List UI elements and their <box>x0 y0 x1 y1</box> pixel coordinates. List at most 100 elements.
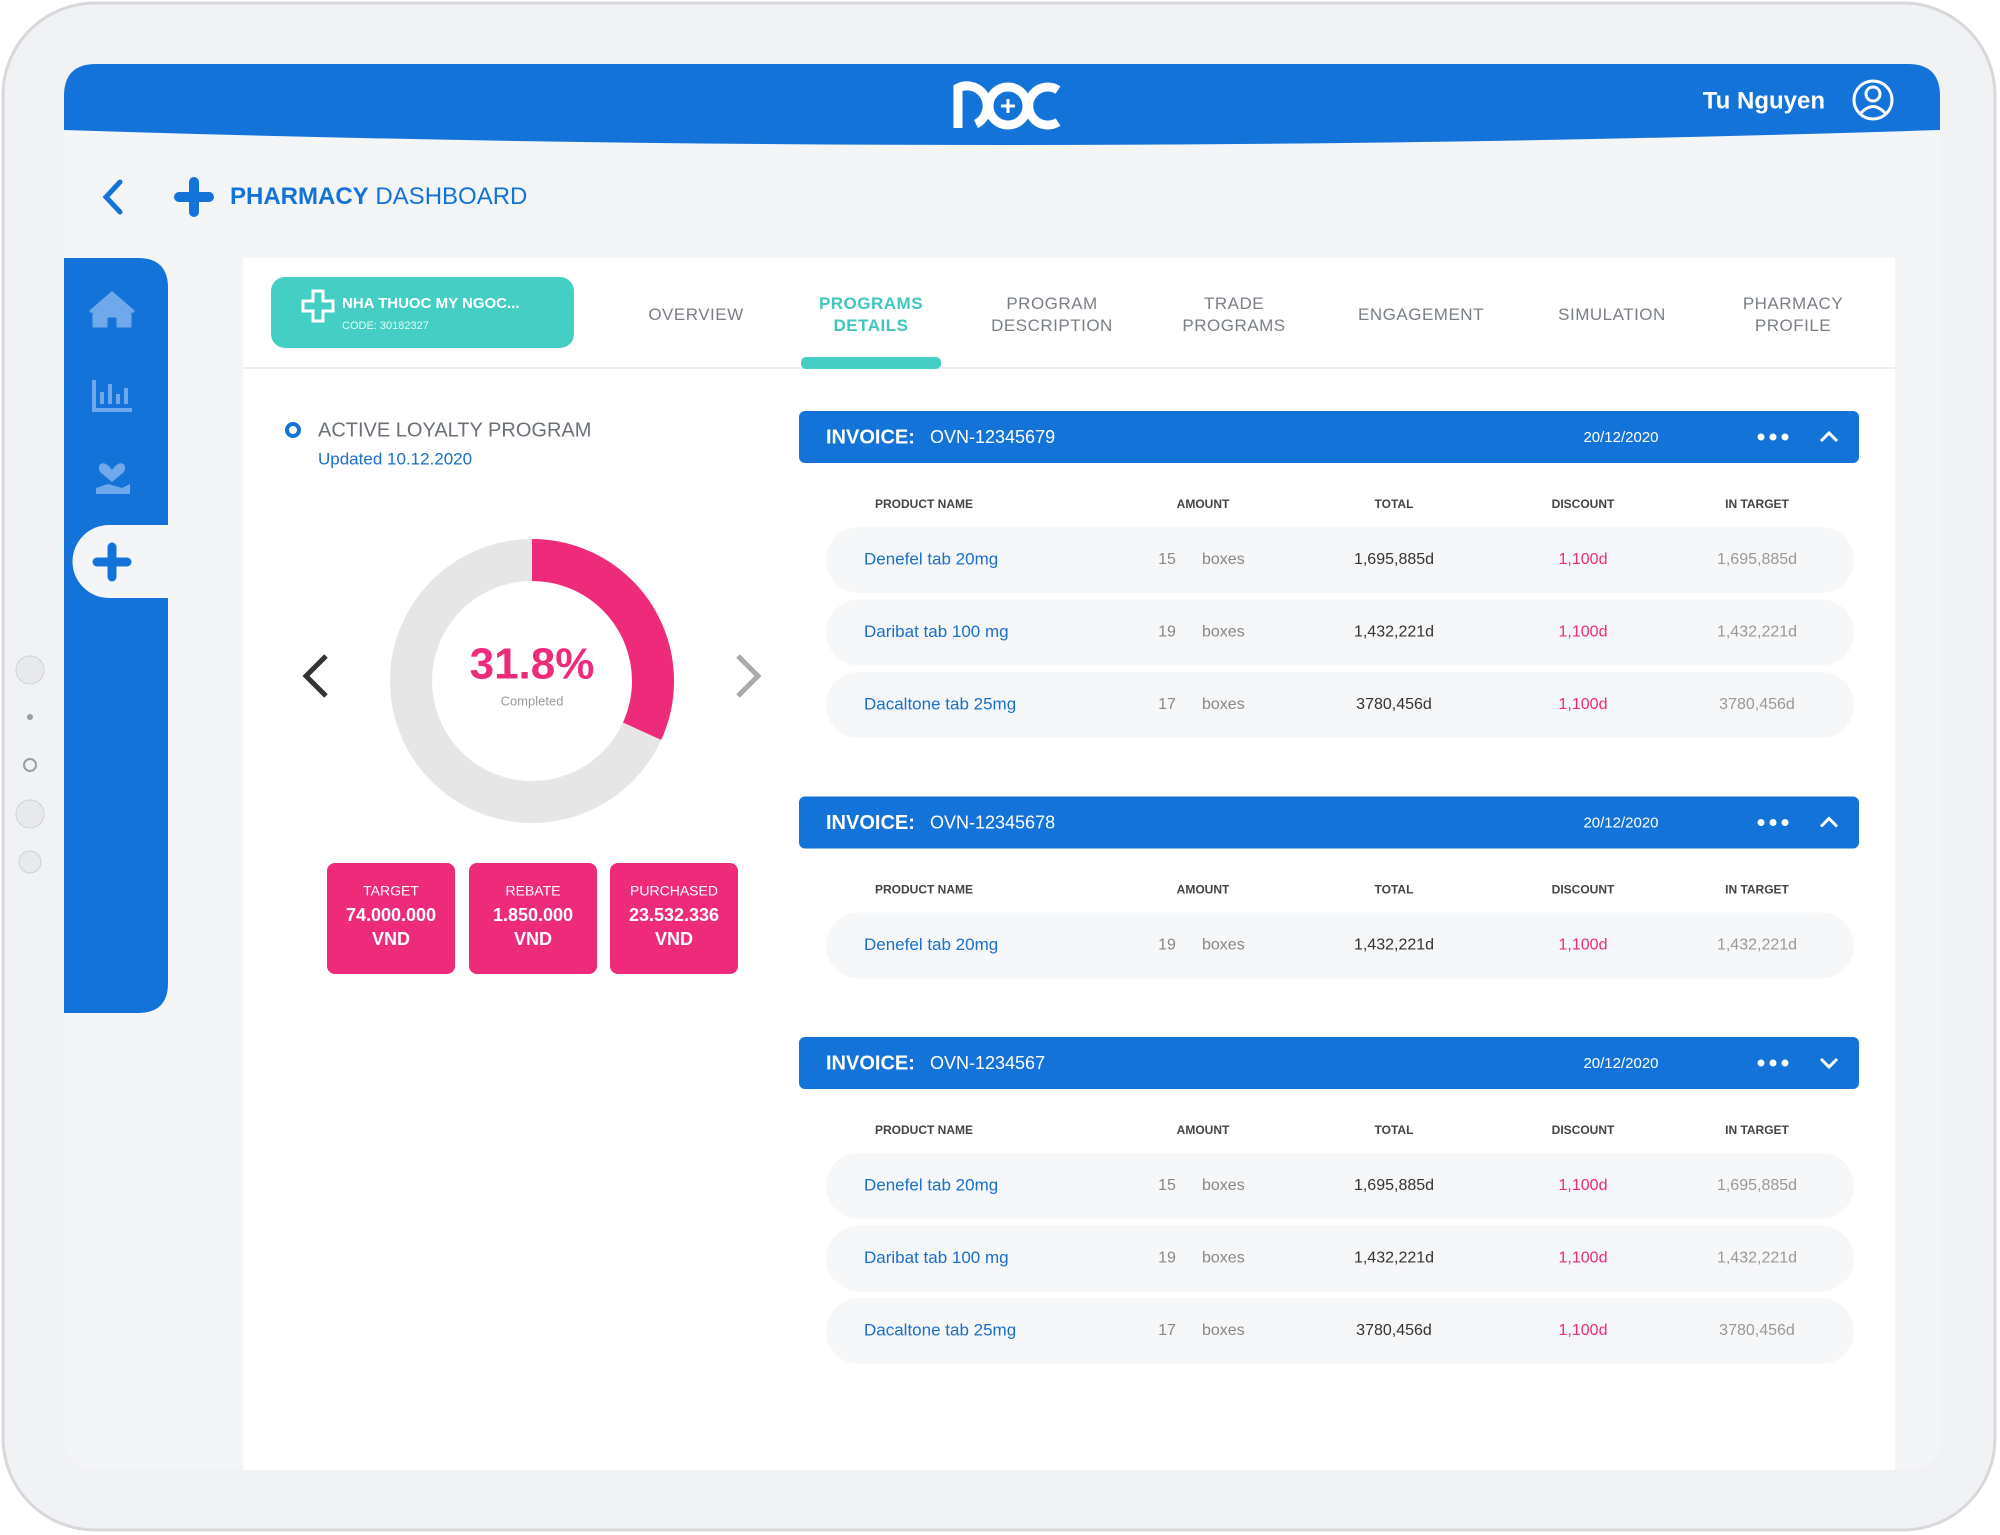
tab[interactable]: OVERVIEW <box>648 305 744 324</box>
prev-program[interactable] <box>302 654 328 698</box>
side-button <box>23 758 37 772</box>
product-name[interactable]: Daribat tab 100 mg <box>864 1248 1009 1267</box>
invoice-row <box>826 1298 1854 1364</box>
invoice-menu-dot[interactable] <box>1757 819 1765 826</box>
column-header: DISCOUNT <box>1552 497 1615 511</box>
product-name[interactable]: Denefel tab 20mg <box>864 549 998 568</box>
discount: 1,100d <box>1559 1177 1608 1194</box>
invoice-header <box>799 1037 1859 1089</box>
invoice-menu-dot[interactable] <box>1769 1059 1777 1067</box>
invoice-menu-dot[interactable] <box>1781 819 1789 826</box>
discount: 1,100d <box>1559 1322 1608 1339</box>
amount: 17 <box>1158 696 1176 713</box>
amount: 19 <box>1158 937 1176 954</box>
tab[interactable]: ENGAGEMENT <box>1358 305 1484 324</box>
invoice-toggle[interactable] <box>1819 430 1839 443</box>
product-name[interactable]: Dacaltone tab 25mg <box>864 1320 1016 1339</box>
invoice-menu-dot[interactable] <box>1757 1059 1765 1067</box>
invoice-row <box>826 672 1854 738</box>
stat-label: TARGET <box>363 883 419 899</box>
discount: 1,100d <box>1559 624 1608 641</box>
invoice-row <box>826 527 1854 593</box>
column-header: AMOUNT <box>1177 1123 1230 1137</box>
stat-unit: VND <box>372 929 410 949</box>
stat-unit: VND <box>655 929 693 949</box>
in-target: 3780,456d <box>1719 696 1795 713</box>
amount: 19 <box>1158 624 1176 641</box>
in-target: 1,432,221d <box>1717 624 1797 641</box>
program-title: ACTIVE LOYALTY PROGRAM <box>318 419 591 441</box>
unit: boxes <box>1202 1322 1245 1339</box>
tab[interactable]: TRADE PROGRAMS <box>1182 294 1286 335</box>
invoice-menu-dot[interactable] <box>1769 819 1777 826</box>
invoice-menu-dot[interactable] <box>1781 1059 1789 1067</box>
total: 3780,456d <box>1356 696 1432 713</box>
invoice-row <box>826 1225 1854 1292</box>
tab[interactable]: PHARMACY PROFILE <box>1742 294 1844 335</box>
invoice-number: OVN-12345679 <box>930 427 1055 447</box>
in-target: 1,695,885d <box>1717 1177 1797 1194</box>
discount: 1,100d <box>1559 696 1608 713</box>
invoice-date: 20/12/2020 <box>1583 814 1658 831</box>
invoice-header <box>799 796 1859 849</box>
tab[interactable]: SIMULATION <box>1558 305 1666 324</box>
column-header: IN TARGET <box>1725 883 1789 897</box>
discount: 1,100d <box>1559 1250 1608 1267</box>
total: 1,695,885d <box>1354 551 1434 568</box>
unit: boxes <box>1202 696 1245 713</box>
stat-value: 74.000.000 <box>346 905 436 925</box>
amount: 19 <box>1158 1250 1176 1267</box>
total: 1,695,885d <box>1354 1177 1434 1194</box>
unit: boxes <box>1202 624 1245 641</box>
stat-box <box>469 863 597 974</box>
nav-home[interactable] <box>89 291 135 328</box>
column-header: PRODUCT NAME <box>875 883 973 897</box>
total: 1,432,221d <box>1354 1250 1434 1267</box>
invoice-toggle[interactable] <box>1819 1057 1839 1070</box>
pharmacy-card[interactable] <box>271 277 574 348</box>
column-header: PRODUCT NAME <box>875 1123 973 1137</box>
sidebar <box>64 258 168 1013</box>
user-icon[interactable] <box>1852 79 1894 121</box>
back-button[interactable] <box>102 179 123 215</box>
invoice-row <box>826 1153 1854 1219</box>
program-updated: Updated 10.12.2020 <box>318 449 472 468</box>
product-name[interactable]: Dacaltone tab 25mg <box>864 694 1016 713</box>
in-target: 1,695,885d <box>1717 551 1797 568</box>
column-header: AMOUNT <box>1177 497 1230 511</box>
invoice-menu-dot[interactable] <box>1757 433 1765 441</box>
invoice-number: OVN-1234567 <box>930 1053 1045 1073</box>
stat-label: REBATE <box>506 883 561 899</box>
product-name[interactable]: Denefel tab 20mg <box>864 1175 998 1194</box>
discount: 1,100d <box>1559 551 1608 568</box>
side-button <box>15 799 45 829</box>
stat-value: 1.850.000 <box>493 905 573 925</box>
nav-pharmacy[interactable] <box>92 542 132 582</box>
stat-box <box>610 863 738 974</box>
amount: 17 <box>1158 1322 1176 1339</box>
tab-indicator <box>801 357 941 369</box>
nav-chart[interactable] <box>92 380 132 412</box>
amount: 15 <box>1158 551 1176 568</box>
invoice-menu-dot[interactable] <box>1769 433 1777 441</box>
invoice-toggle[interactable] <box>1819 816 1839 828</box>
product-name[interactable]: Denefel tab 20mg <box>864 935 998 954</box>
invoice-label: INVOICE: <box>826 426 915 448</box>
total: 3780,456d <box>1356 1322 1432 1339</box>
completion-label: 31.8% <box>470 640 595 689</box>
invoice-header <box>799 411 1859 463</box>
nav-care[interactable] <box>96 463 130 494</box>
invoice-label: INVOICE: <box>826 1052 915 1074</box>
column-header: TOTAL <box>1375 883 1414 897</box>
amount: 15 <box>1158 1177 1176 1194</box>
next-program[interactable] <box>736 654 762 698</box>
stat-label: PURCHASED <box>630 883 718 899</box>
unit: boxes <box>1202 1177 1245 1194</box>
tab[interactable]: PROGRAM DESCRIPTION <box>991 294 1113 335</box>
invoice-menu-dot[interactable] <box>1781 433 1789 441</box>
side-button <box>15 655 45 685</box>
page-title-bold: PHARMACY <box>230 183 369 210</box>
product-name[interactable]: Daribat tab 100 mg <box>864 622 1009 641</box>
tab[interactable]: PROGRAMS DETAILS <box>818 294 924 335</box>
